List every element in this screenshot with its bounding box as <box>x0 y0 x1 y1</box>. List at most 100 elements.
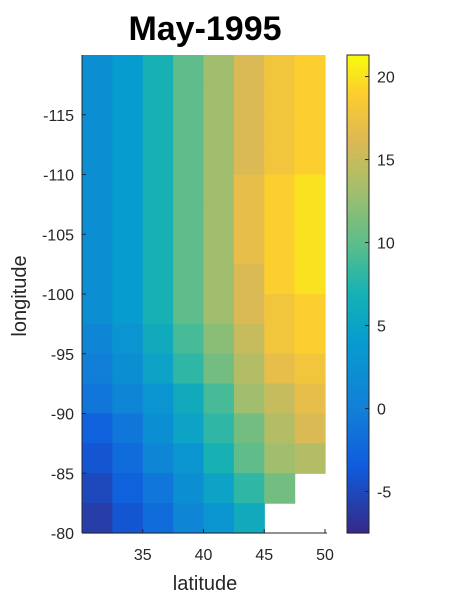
heatmap-cell <box>112 353 144 385</box>
colorbar-segment <box>347 126 369 132</box>
colorbar-segment <box>347 501 369 506</box>
colorbar-segment <box>347 154 369 160</box>
colorbar-segment <box>347 345 369 351</box>
colorbar-segment <box>347 222 369 227</box>
heatmap-cell <box>264 264 296 295</box>
heatmap-cell <box>173 473 205 504</box>
x-ticks: 35 40 45 50 <box>134 529 334 564</box>
colorbar-segment <box>347 254 369 259</box>
heatmap-cell <box>142 353 174 385</box>
colorbar-segment <box>347 274 369 279</box>
y-tick-label: -90 <box>51 407 74 424</box>
colorbar-segment <box>347 278 369 283</box>
heatmap-cell <box>112 323 144 355</box>
colorbar-segment <box>347 329 369 335</box>
colorbar-segment <box>347 86 369 92</box>
colorbar-segment <box>347 142 369 148</box>
colorbar-segment <box>347 449 369 454</box>
heatmap-cell <box>264 443 296 474</box>
colorbar-segment <box>347 385 369 391</box>
colorbar-segment <box>347 337 369 343</box>
heatmap-cell <box>173 144 205 176</box>
heatmap-cell <box>294 294 326 325</box>
colorbar-segment <box>347 389 369 395</box>
heatmap-cell <box>203 443 235 474</box>
heatmap-cell <box>233 264 265 295</box>
heatmap-cell <box>142 294 174 325</box>
y-tick-label: -95 <box>51 347 74 364</box>
heatmap-cell <box>112 443 144 474</box>
colorbar-segment <box>347 473 369 478</box>
colorbar-segment <box>347 190 369 196</box>
colorbar-segment <box>347 497 369 502</box>
heatmap-cell <box>112 503 144 534</box>
heatmap-cell <box>142 323 174 355</box>
heatmap-cell <box>294 353 326 385</box>
heatmap-cell <box>173 55 205 86</box>
colorbar-segment <box>347 433 369 438</box>
colorbar-segment <box>347 393 369 399</box>
colorbar <box>346 54 370 534</box>
heatmap-cell <box>233 353 265 385</box>
colorbar-segment <box>347 262 369 267</box>
colorbar-segment <box>347 301 369 307</box>
colorbar-segment <box>347 78 369 84</box>
colorbar-segment <box>347 66 369 72</box>
heatmap-cell <box>173 264 205 295</box>
heatmap-cell <box>264 323 296 355</box>
colorbar-segment <box>347 178 369 184</box>
colorbar-segment <box>347 282 369 287</box>
heatmap-cell <box>294 264 326 295</box>
heatmap-cell <box>233 443 265 474</box>
heatmap-cell <box>82 174 113 205</box>
heatmap-cell <box>264 353 296 385</box>
heatmap-cell <box>173 353 205 385</box>
colorbar-segment <box>347 321 369 327</box>
heatmap-cell <box>112 264 144 295</box>
heatmap-cell <box>82 353 113 385</box>
y-tick-label: -85 <box>51 466 74 483</box>
colorbar-segment <box>347 445 369 450</box>
colorbar-segment <box>347 114 369 120</box>
colorbar-segment <box>347 198 369 203</box>
heatmap-cell <box>173 503 205 534</box>
chart-title: May-1995 <box>128 10 281 48</box>
heatmap-cell <box>142 144 174 176</box>
colorbar-segment <box>347 158 369 164</box>
heatmap-cell <box>264 383 296 415</box>
heatmap-cell <box>112 294 144 325</box>
heatmap-cell <box>112 413 144 444</box>
colorbar-segment <box>347 517 369 522</box>
colorbar-tick-label: 5 <box>377 319 386 336</box>
colorbar-segment <box>347 485 369 490</box>
colorbar-segment <box>347 250 369 255</box>
heatmap-cell <box>233 473 265 504</box>
heatmap-cell <box>112 174 144 205</box>
colorbar-segment <box>347 122 369 128</box>
y-tick-label: -100 <box>42 287 74 304</box>
heatmap-cell <box>233 383 265 415</box>
heatmap-cell <box>173 323 205 355</box>
x-tick-label: 50 <box>316 547 334 564</box>
heatmap-cell <box>203 323 235 355</box>
heatmap-cell <box>203 294 235 325</box>
colorbar-segment <box>347 246 369 251</box>
colorbar-segment <box>347 134 369 140</box>
colorbar-segment <box>347 74 369 80</box>
colorbar-segment <box>347 513 369 518</box>
colorbar-segment <box>347 138 369 144</box>
colorbar-segment <box>347 349 369 355</box>
heatmap-cell <box>173 443 205 474</box>
colorbar-segment <box>347 182 369 188</box>
heatmap-cell <box>203 264 235 295</box>
colorbar-segment <box>347 70 369 76</box>
colorbar-segment <box>347 242 369 247</box>
colorbar-segment <box>347 373 369 379</box>
colorbar-segment <box>347 297 369 303</box>
y-ticks: -115 -110 -105 -100 -95 -90 -85 -80 <box>42 108 86 543</box>
heatmap-cell <box>112 114 144 146</box>
heatmap-cell <box>82 234 113 265</box>
heatmap-cell <box>233 84 265 116</box>
heatmap-cell <box>82 473 113 504</box>
